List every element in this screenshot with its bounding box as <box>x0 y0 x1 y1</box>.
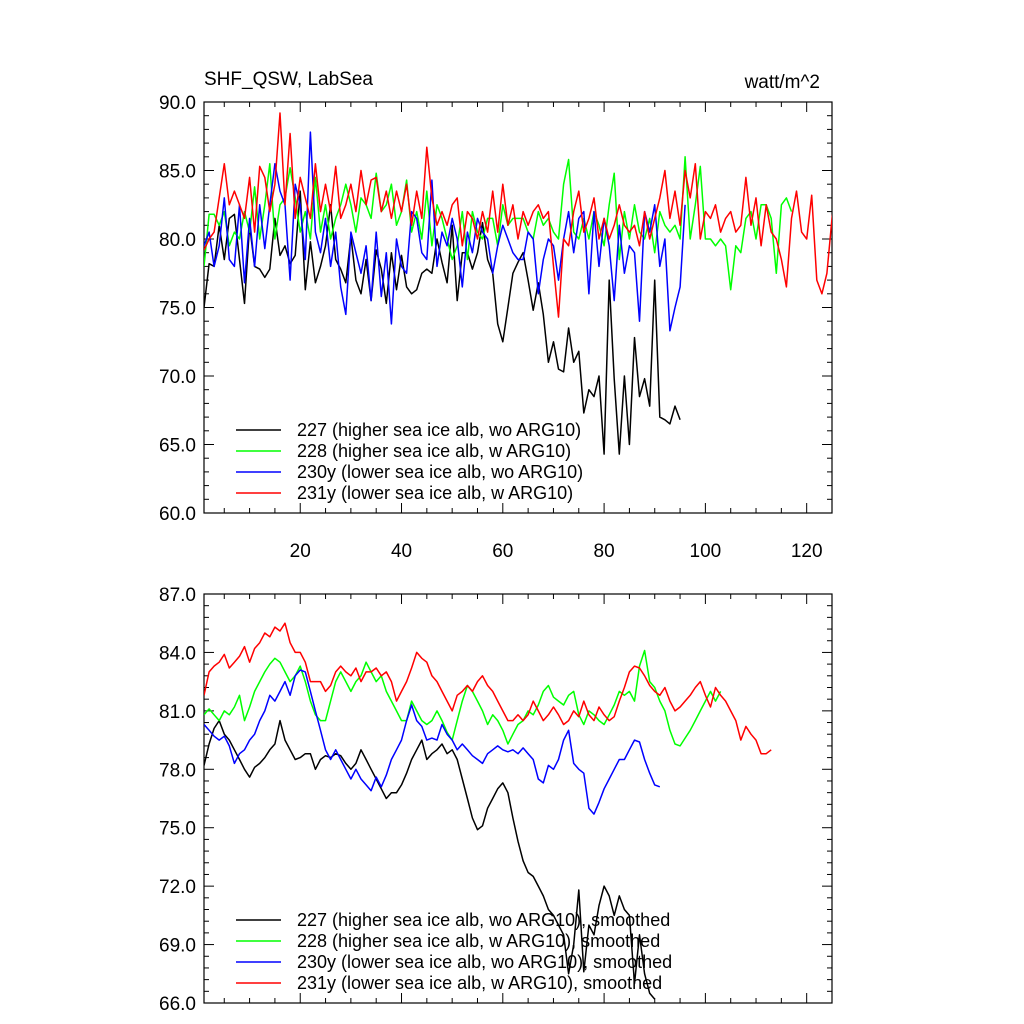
y-tick-label: 85.0 <box>159 162 196 183</box>
y-tick-label: 72.0 <box>159 877 196 898</box>
y-tick-label: 69.0 <box>159 936 196 957</box>
legend-label-1: 228 (higher sea ice alb, w ARG10), smoot… <box>297 931 660 951</box>
y-tick-label: 70.0 <box>159 367 196 388</box>
y-tick-label: 84.0 <box>159 643 196 664</box>
y-tick-label: 81.0 <box>159 702 196 723</box>
series-line-1 <box>204 649 722 747</box>
chart-title: SHF_QSW, LabSea <box>204 69 373 90</box>
x-tick-label: 120 <box>791 541 823 562</box>
series-line-2 <box>204 669 661 815</box>
legend-label-3: 231y (lower sea ice alb, w ARG10) <box>297 483 573 503</box>
legend-label-2: 230y (lower sea ice alb, wo ARG10), smoo… <box>297 952 672 972</box>
x-tick-label: 60 <box>492 541 513 562</box>
legend-label-0: 227 (higher sea ice alb, wo ARG10), smoo… <box>297 910 670 930</box>
y-tick-label: 90.0 <box>159 93 196 114</box>
panel-top-shf-qsw: SHF_QSW, LabSea watt/m^2 60.0 65.0 70.0 75.… <box>159 69 833 562</box>
legend-label-0: 227 (higher sea ice alb, wo ARG10) <box>297 420 581 440</box>
legend-label-3: 231y (lower sea ice alb, w ARG10), smoot… <box>297 973 662 993</box>
x-tick-label: 20 <box>290 541 311 562</box>
series-line-0 <box>204 719 656 1000</box>
y-tick-label: 65.0 <box>159 436 196 457</box>
legend-label-2: 230y (lower sea ice alb, wo ARG10) <box>297 462 583 482</box>
y-tick-label: 75.0 <box>159 819 196 840</box>
legend-label-1: 228 (higher sea ice alb, w ARG10) <box>297 441 571 461</box>
y-tick-label: 80.0 <box>159 230 196 251</box>
y-tick-label: 78.0 <box>159 760 196 781</box>
chart-units: watt/m^2 <box>744 72 820 93</box>
x-tick-label: 40 <box>391 541 412 562</box>
x-tick-label: 80 <box>594 541 615 562</box>
y-tick-label: 66.0 <box>159 994 196 1015</box>
y-tick-label: 87.0 <box>159 585 196 606</box>
series-line-3 <box>204 622 772 755</box>
series-line-3 <box>204 112 832 318</box>
x-tick-label: 100 <box>690 541 722 562</box>
plot-frame <box>203 593 833 1004</box>
y-tick-label: 75.0 <box>159 299 196 320</box>
y-tick-label: 60.0 <box>159 504 196 525</box>
panel-bottom-smoothed: 66.0 69.0 72.0 75.0 78.0 81.0 84.0 87.0 227 (hig… <box>159 585 833 1015</box>
series-line-0 <box>204 190 681 455</box>
